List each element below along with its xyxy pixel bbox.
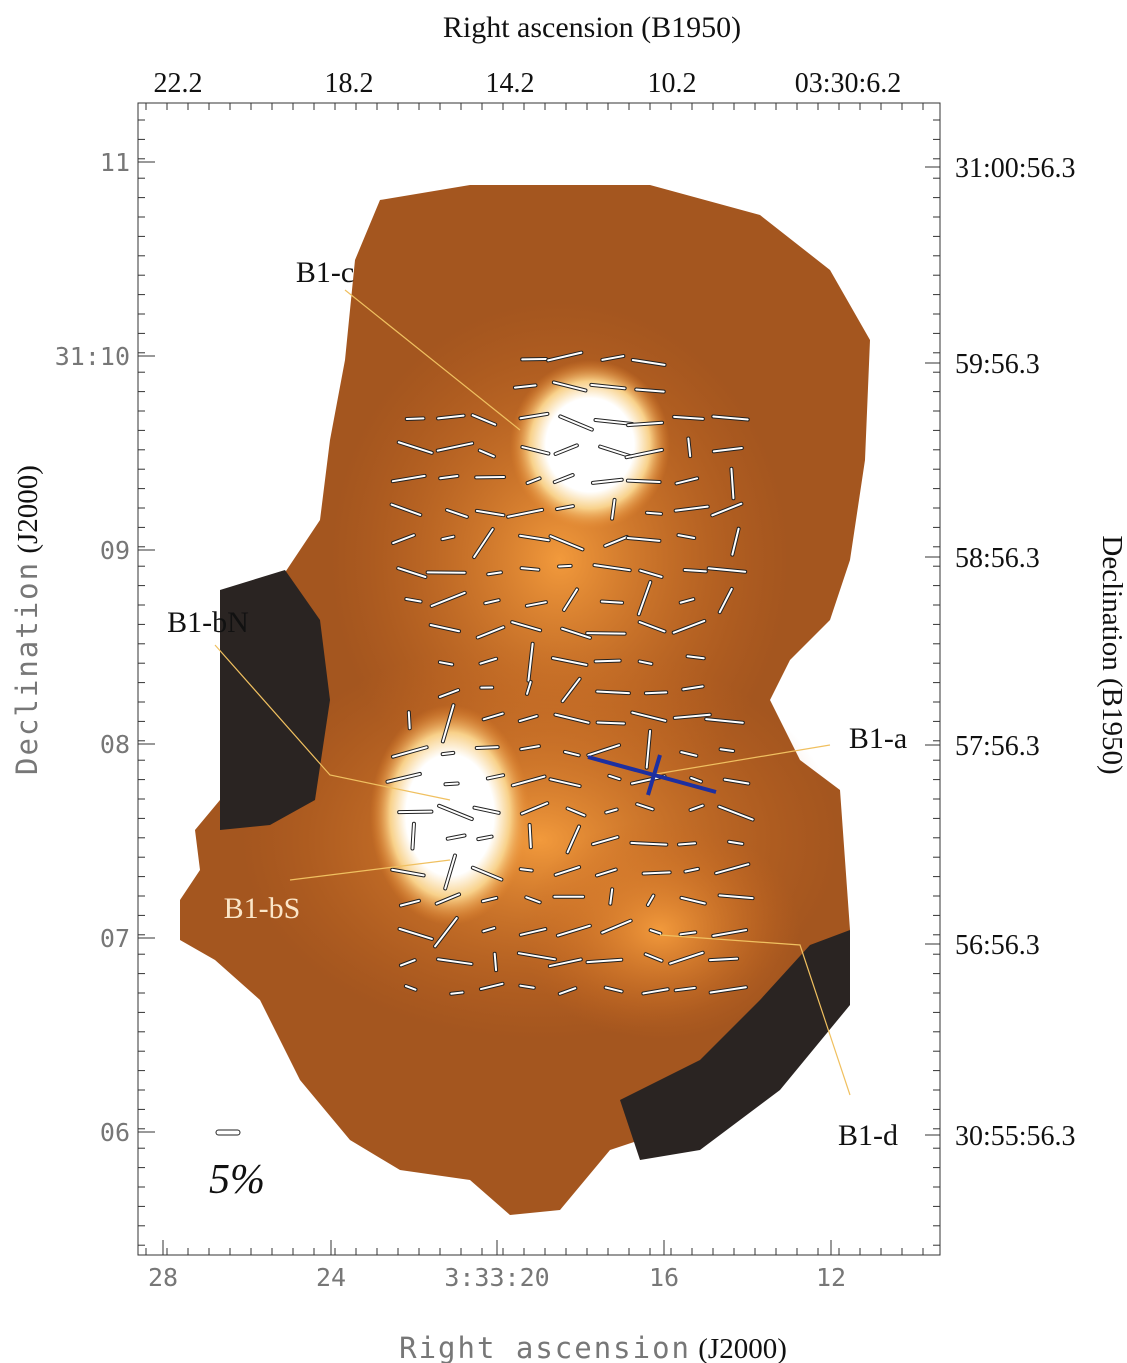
bottom-tick-label: 3:33:20 (444, 1263, 549, 1292)
bottom-axis-label: Right ascension (J2000) (399, 1331, 787, 1363)
top-axis-label: Right ascension (B1950) (443, 11, 741, 44)
axis-label-epoch: (J2000) (698, 1333, 787, 1363)
vector (451, 992, 462, 993)
top-tick-label: 14.2 (486, 68, 535, 99)
left-tick-label: 31:10 (55, 342, 130, 371)
bottom-tick-label: 24 (316, 1263, 346, 1292)
right-tick-label: 56:56.3 (955, 930, 1040, 961)
vector (477, 747, 498, 748)
vector (602, 601, 622, 602)
top-tick-label: 03:30:6.2 (795, 68, 902, 99)
left-tick-label: 07 (100, 924, 130, 953)
source-label: B1-a (849, 722, 907, 755)
figure: 22.2 18.2 14.2 10.2 03:30:6.2 28 24 3:33:20 16 12… (0, 0, 1127, 1363)
vector (598, 722, 624, 723)
core (370, 705, 530, 925)
left-axis-label: Declination (J2000) (10, 465, 44, 775)
axis-label-text: Right ascension (399, 1331, 691, 1363)
scale-bar-label: 5% (209, 1157, 265, 1203)
vector (559, 566, 571, 567)
vector (628, 481, 660, 482)
right-axis-label: Declination (B1950) (1096, 535, 1127, 774)
source-label: B1-d (838, 1119, 898, 1152)
top-tick-label: 22.2 (154, 68, 203, 99)
top-tick-label: 10.2 (648, 68, 697, 99)
vector (445, 784, 457, 785)
right-tick-label: 59:56.3 (955, 349, 1040, 380)
vector (530, 825, 531, 847)
source-label: B1-c (296, 256, 354, 289)
vector (685, 570, 706, 571)
right-tick-label: 58:56.3 (955, 543, 1040, 574)
right-tick-label: 31:00:56.3 (955, 153, 1076, 184)
right-tick-label: 57:56.3 (955, 731, 1040, 762)
vector (596, 661, 620, 662)
bottom-tick-label: 16 (649, 1263, 679, 1292)
axis-label-text: Declination (10, 561, 44, 775)
source-label: B1-bN (167, 606, 249, 639)
vector (644, 872, 670, 873)
vector (521, 869, 532, 870)
vector (679, 843, 695, 844)
vector (407, 418, 424, 419)
axis-label-epoch: (J2000) (12, 465, 44, 554)
source-label: B1-bS (224, 892, 301, 925)
vector (443, 753, 454, 754)
vector (587, 633, 624, 634)
top-tick-label: 18.2 (325, 68, 374, 99)
vector (495, 954, 496, 970)
scale-bar (216, 1130, 240, 1135)
left-tick-label: 06 (100, 1118, 130, 1147)
vector (647, 513, 661, 514)
left-tick-label: 11 (100, 148, 130, 177)
right-tick-label: 30:55:56.3 (955, 1121, 1076, 1152)
bottom-tick-label: 12 (816, 1263, 846, 1292)
left-tick-label: 09 (100, 536, 130, 565)
vector (646, 692, 666, 693)
bottom-tick-label: 28 (148, 1263, 178, 1292)
left-tick-label: 08 (100, 730, 130, 759)
vector (409, 712, 410, 728)
